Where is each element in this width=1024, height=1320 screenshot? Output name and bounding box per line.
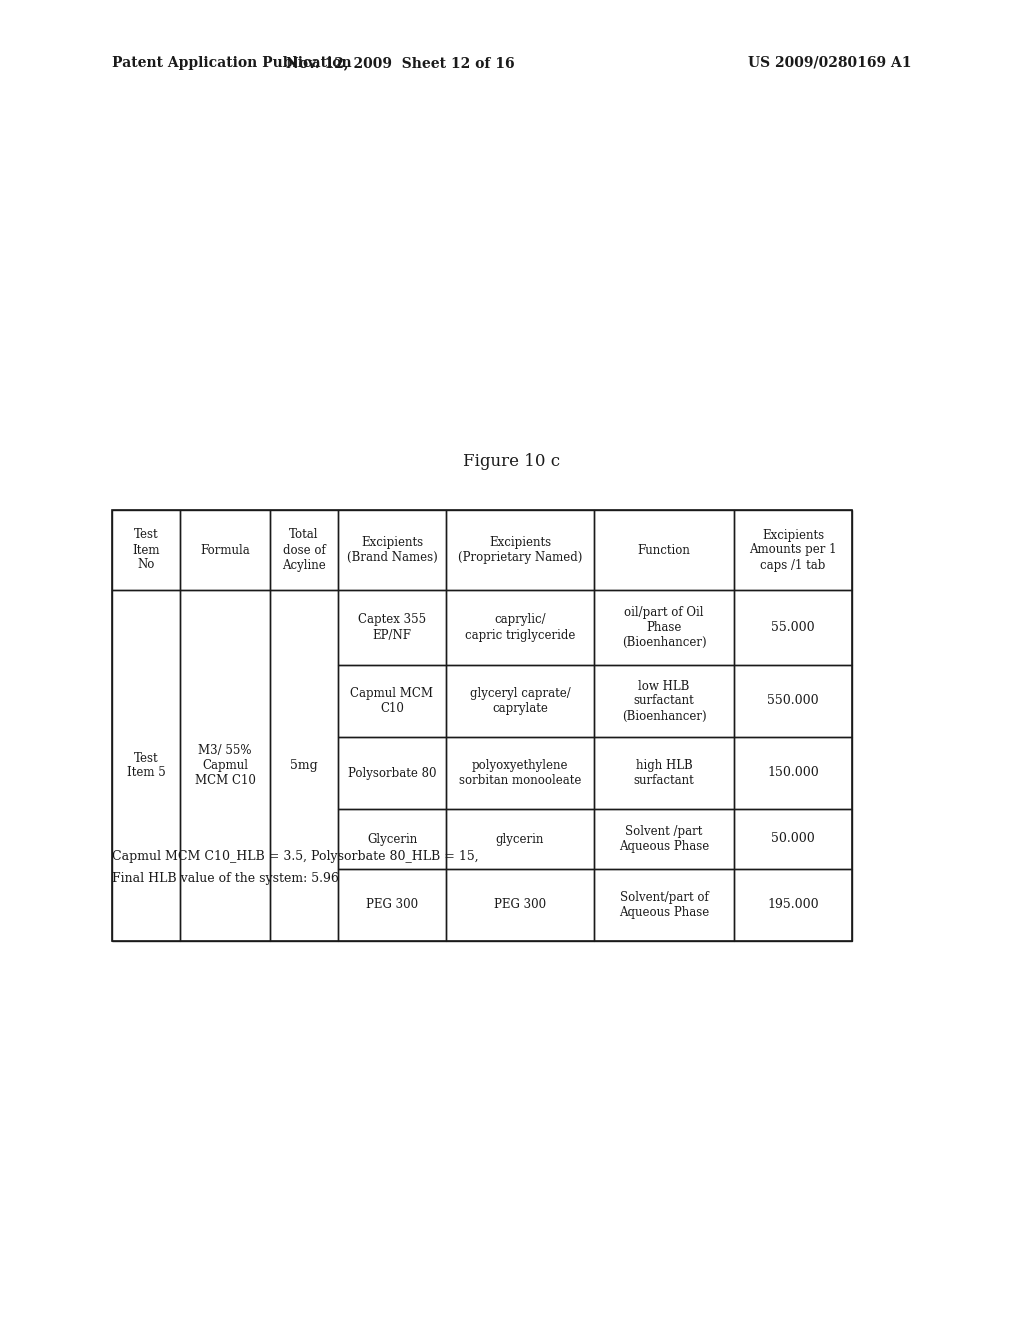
Bar <box>112 590 180 941</box>
Bar <box>734 510 852 590</box>
Bar <box>338 665 446 737</box>
Bar <box>594 665 734 737</box>
Text: glyceryl caprate/
caprylate: glyceryl caprate/ caprylate <box>470 686 570 715</box>
Text: low HLB
surfactant
(Bioenhancer): low HLB surfactant (Bioenhancer) <box>622 680 707 722</box>
Text: caprylic/
capric triglyceride: caprylic/ capric triglyceride <box>465 614 575 642</box>
Bar <box>594 737 734 809</box>
Text: Capmul MCM C10_HLB = 3.5, Polysorbate 80_HLB = 15,: Capmul MCM C10_HLB = 3.5, Polysorbate 80… <box>112 850 478 863</box>
Bar <box>734 665 852 737</box>
Bar <box>446 869 594 941</box>
Text: 550.000: 550.000 <box>767 694 819 708</box>
Bar <box>594 869 734 941</box>
Bar <box>594 590 734 665</box>
Bar <box>338 510 446 590</box>
Text: PEG 300: PEG 300 <box>494 899 546 912</box>
Text: Glycerin: Glycerin <box>367 833 417 846</box>
Text: 195.000: 195.000 <box>767 899 819 912</box>
Bar <box>338 590 446 665</box>
Bar <box>270 590 338 941</box>
Text: Formula: Formula <box>200 544 250 557</box>
Text: US 2009/0280169 A1: US 2009/0280169 A1 <box>749 55 912 70</box>
Bar <box>270 510 338 590</box>
Bar <box>338 737 446 809</box>
Text: PEG 300: PEG 300 <box>366 899 418 912</box>
Text: high HLB
surfactant: high HLB surfactant <box>634 759 694 787</box>
Text: Test
Item 5: Test Item 5 <box>127 751 165 780</box>
Text: polyoxyethylene
sorbitan monooleate: polyoxyethylene sorbitan monooleate <box>459 759 582 787</box>
Bar <box>180 590 270 941</box>
Text: Test
Item
No: Test Item No <box>132 528 160 572</box>
Bar <box>446 510 594 590</box>
Bar <box>446 590 594 665</box>
Text: Excipients
(Brand Names): Excipients (Brand Names) <box>347 536 437 564</box>
Bar <box>446 809 594 869</box>
Text: Patent Application Publication: Patent Application Publication <box>112 55 351 70</box>
Text: Excipients
(Proprietary Named): Excipients (Proprietary Named) <box>458 536 583 564</box>
Text: Nov. 12, 2009  Sheet 12 of 16: Nov. 12, 2009 Sheet 12 of 16 <box>286 55 514 70</box>
Bar <box>734 869 852 941</box>
Bar <box>594 809 734 869</box>
Text: Captex 355
EP/NF: Captex 355 EP/NF <box>358 614 426 642</box>
Text: 5mg: 5mg <box>290 759 317 772</box>
Bar <box>446 737 594 809</box>
Text: Function: Function <box>638 544 690 557</box>
Text: 50.000: 50.000 <box>771 833 815 846</box>
Bar <box>734 809 852 869</box>
Bar <box>180 510 270 590</box>
Text: M3/ 55%
Capmul
MCM C10: M3/ 55% Capmul MCM C10 <box>195 744 255 787</box>
Text: Polysorbate 80: Polysorbate 80 <box>348 767 436 780</box>
Text: oil/part of Oil
Phase
(Bioenhancer): oil/part of Oil Phase (Bioenhancer) <box>622 606 707 649</box>
Bar <box>338 809 446 869</box>
Text: Capmul MCM
C10: Capmul MCM C10 <box>350 686 433 715</box>
Text: Total
dose of
Acyline: Total dose of Acyline <box>283 528 326 572</box>
Text: 150.000: 150.000 <box>767 767 819 780</box>
Text: glycerin: glycerin <box>496 833 544 846</box>
Bar <box>446 665 594 737</box>
Text: Solvent /part
Aqueous Phase: Solvent /part Aqueous Phase <box>618 825 710 853</box>
Bar <box>734 590 852 665</box>
Text: Figure 10 c: Figure 10 c <box>464 454 560 470</box>
Bar <box>594 510 734 590</box>
Bar <box>112 510 852 941</box>
Text: 55.000: 55.000 <box>771 620 815 634</box>
Text: Excipients
Amounts per 1
caps /1 tab: Excipients Amounts per 1 caps /1 tab <box>750 528 837 572</box>
Bar <box>734 737 852 809</box>
Bar <box>338 869 446 941</box>
Bar <box>112 510 180 590</box>
Text: Solvent/part of
Aqueous Phase: Solvent/part of Aqueous Phase <box>618 891 710 919</box>
Text: Final HLB value of the system: 5.96: Final HLB value of the system: 5.96 <box>112 873 339 884</box>
